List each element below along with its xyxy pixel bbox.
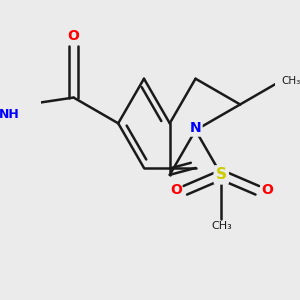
Text: S: S — [216, 167, 227, 182]
Text: CH₃: CH₃ — [282, 76, 300, 86]
Text: N: N — [190, 121, 201, 135]
Text: O: O — [261, 183, 273, 197]
Text: O: O — [170, 183, 182, 197]
Text: O: O — [68, 29, 80, 43]
Text: CH₃: CH₃ — [211, 221, 232, 232]
Text: NH: NH — [0, 108, 20, 121]
